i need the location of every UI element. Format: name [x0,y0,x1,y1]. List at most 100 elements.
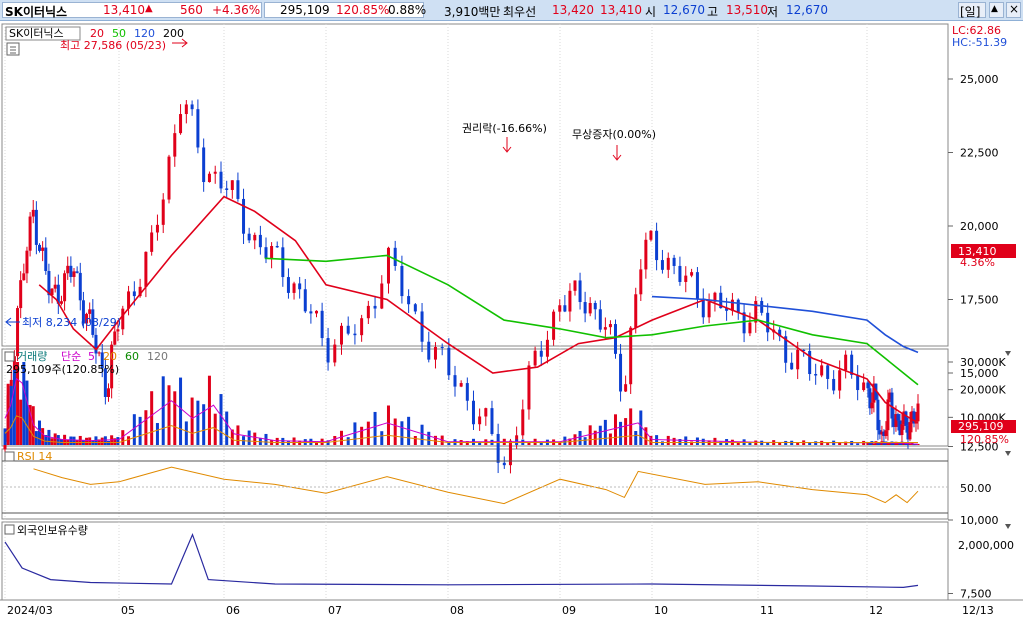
stock-chart[interactable]: SK이터닉스 20 50 120 200 LC:62.86 HC:-51.39 25,… [0,21,1023,621]
volume-bar [826,443,830,445]
volume-bar [478,442,482,445]
candle-body [132,291,136,297]
volume-bar [12,369,16,445]
volume-bar [275,437,279,445]
candle-body [59,301,63,304]
volume-ma-legend-3: 120 [147,350,168,363]
volume-tick-label-0: 30,000K [960,356,1006,369]
candle-body [155,224,159,233]
candle-body [127,291,131,309]
rsi-panel-menu-icon[interactable] [1005,451,1011,456]
scroll-up-icon[interactable]: ▲ [991,4,998,14]
candle-body [94,334,98,354]
volume-bar [868,441,872,445]
candle-body [850,354,854,375]
candle-body [366,305,370,319]
candle-body [19,280,23,309]
foreign-panel-toggle[interactable] [4,524,15,535]
high-note: 최고 27,586 (05/23) [60,39,166,52]
volume-bar [25,380,29,445]
candle-body [202,147,206,183]
low-note: 최저 8,234 (03/29) [22,316,121,329]
candle-body [880,431,884,435]
stock-name[interactable]: SK이터닉스 [5,5,68,19]
period-label[interactable]: [일] [960,5,981,19]
close-icon[interactable]: × [1009,2,1020,16]
low-label: 저 [767,5,779,19]
volume-panel-toggle[interactable] [4,351,15,362]
candle-body [872,383,876,403]
candle-body [113,331,117,345]
up-arrow-icon: ▲ [145,3,153,14]
candle-body [844,354,848,371]
candle-body [912,411,916,424]
candle-body [568,290,572,312]
volume-ma5-line [4,377,919,445]
candle-body [902,411,906,425]
volume-bar [309,438,313,445]
volume-bar [41,428,45,445]
close-button[interactable] [1006,2,1021,18]
volume-bar [624,418,628,445]
candle-body [624,384,628,392]
low-value: 12,670 [786,3,828,17]
volume-bar [150,391,154,445]
volume-panel-menu-icon[interactable] [1005,351,1011,356]
volume-bar [380,431,384,445]
ma-legend-3: 200 [163,27,184,40]
price-value-box [951,244,1016,258]
candle-body [521,409,525,436]
candle-body [814,374,818,376]
volume-bar [103,436,107,445]
candle-body [264,247,268,259]
candle-body [908,422,912,440]
candle-body [508,440,512,466]
volume-bar [719,441,723,445]
candle-body [298,283,302,290]
candle-body [315,310,319,314]
candle-body [598,309,602,330]
candle-body [373,305,377,309]
x-tick-label-2: 06 [226,604,240,617]
name-box [5,26,81,41]
candle-body [353,333,357,336]
volume-bar [386,405,390,445]
candle-body [31,209,35,217]
candle-body [898,420,902,435]
candle-body [868,388,872,409]
candle-body [275,245,279,248]
volume-bar [558,441,562,445]
foreign-panel [1,521,949,601]
candle-body [527,365,531,410]
candle-body [886,399,890,431]
candle-body [515,435,519,441]
turnover: 0.88% [388,3,427,17]
candle-body [103,368,107,397]
volume-label: 거래량 [17,350,47,363]
candle-body [339,325,343,345]
candle-body [496,433,500,463]
candle-body [69,265,73,277]
foreign-panel-menu-icon[interactable] [1005,524,1011,529]
candle-body [465,383,469,401]
volume-bar [353,422,357,445]
volume-bar [866,442,870,445]
rsi-panel-toggle[interactable] [4,451,15,462]
candle-body [649,230,653,240]
candle-body [236,180,240,199]
volume-bar [666,435,670,445]
candle-body [583,302,587,314]
candle-body [558,305,562,312]
candle-body [380,283,384,309]
foreign-line [4,532,919,589]
candle-body [802,349,806,351]
lc-label: LC:62.86 [952,24,1001,37]
candle-body [655,230,659,261]
candle-body [81,300,85,324]
volume-bar [433,435,437,445]
scroll-up-button[interactable] [989,2,1004,18]
period-button[interactable] [958,2,986,18]
candle-body [832,378,836,391]
volume-bar [230,429,234,445]
grid-toggle-icon[interactable] [6,42,20,56]
